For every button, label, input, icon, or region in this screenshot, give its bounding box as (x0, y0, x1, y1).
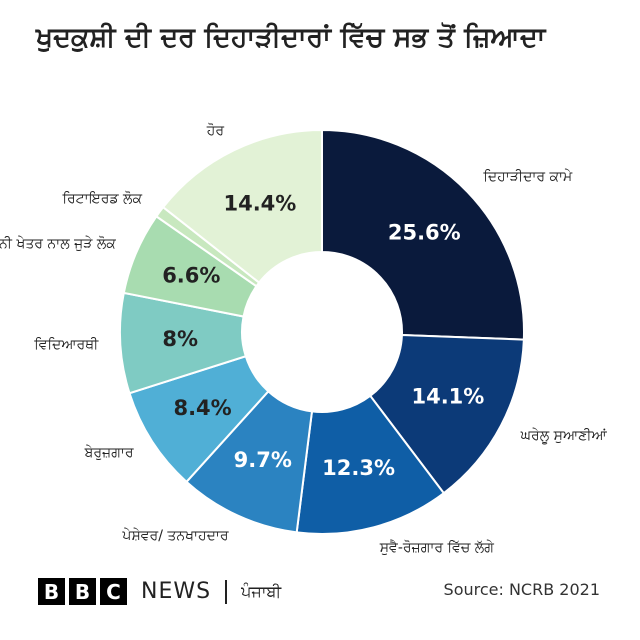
footer: B B C NEWS ਪੰਜਾਬੀ (38, 578, 281, 605)
category-label: ਪੇਸ਼ੇਵਰ/ ਤਨਖਾਹਦਾਰ (122, 527, 229, 544)
separator (225, 579, 228, 604)
value-label: 14.4% (223, 191, 296, 215)
donut-slice (321, 128, 525, 341)
logo-language: ਪੰਜਾਬੀ (241, 581, 282, 601)
category-label: ਦਿਹਾੜੀਦਾਰ ਕਾਮੇ (483, 168, 573, 185)
category-label: ਵਿਦਿਆਰਥੀ (34, 336, 99, 353)
category-label: ਰਿਟਾਇਰਡ ਲੋਕ (62, 190, 143, 207)
category-label: ਸੁਵੈ-ਰੋਜ਼ਗਾਰ ਵਿੱਚ ਲੱਗੇ (379, 540, 494, 557)
value-label: 9.7% (234, 448, 292, 472)
value-label: 6.6% (162, 263, 220, 287)
logo-letter: B (38, 578, 65, 605)
chart: 25.6% 14.1% 12.3% 9.7% 8.4% 8% 6.6% 14.4% (119, 128, 525, 535)
source: Source: NCRB 2021 (443, 580, 600, 599)
logo-news: NEWS (141, 579, 212, 604)
category-label: ਬੇਰੁਜ਼ਗਾਰ (84, 445, 134, 462)
logo-letter: C (100, 578, 127, 605)
chart-title: ਖੁਦਕੁਸ਼ੀ ਦੀ ਦਰ ਦਿਹਾੜੀਦਾਰਾਂ ਵਿੱਚ ਸਭ ਤੋਂ ਜ… (36, 22, 546, 53)
category-label: ਹੋਰ (206, 122, 225, 139)
category-label: ਕਿਸਾਨੀ ਖੇਤਰ ਨਾਲ ਜੁੜੇ ਲੋਕ (0, 236, 116, 253)
category-label: ਘਰੇਲੂ ਸੁਆਣੀਆਂ (520, 427, 607, 444)
donut-slice (368, 333, 525, 495)
logo-letter: B (69, 578, 96, 605)
value-label: 8.4% (173, 396, 231, 420)
value-label: 8% (162, 327, 198, 351)
value-label: 14.1% (411, 385, 484, 409)
donut-slice (295, 394, 446, 535)
value-label: 12.3% (322, 456, 395, 480)
donut-slice (161, 128, 323, 284)
value-label: 25.6% (388, 221, 461, 245)
